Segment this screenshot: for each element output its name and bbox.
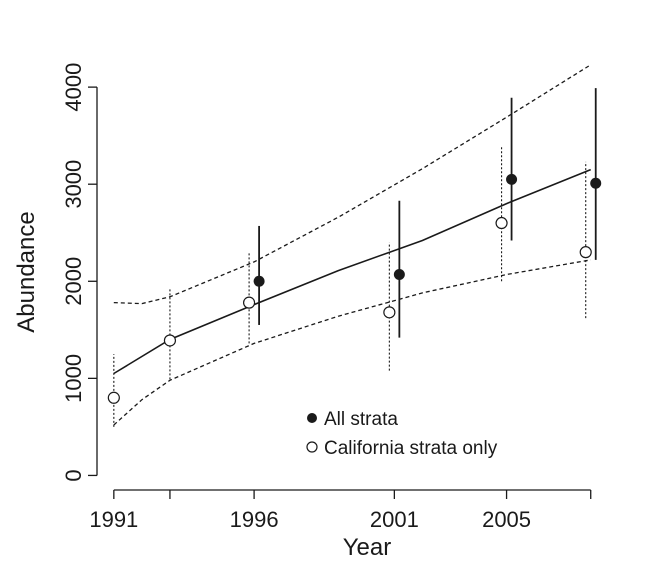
x-tick-label: 1996 bbox=[230, 507, 279, 532]
y-tick-label: 4000 bbox=[61, 63, 86, 112]
point-california-strata bbox=[579, 246, 592, 259]
point-all-strata bbox=[253, 275, 265, 287]
error-bar-layer bbox=[113, 88, 597, 427]
trend-line bbox=[113, 168, 591, 375]
lower-confidence-curve bbox=[113, 259, 591, 426]
point-california-strata bbox=[495, 216, 508, 230]
y-tick-label: 1000 bbox=[61, 354, 86, 403]
trend-layer bbox=[113, 168, 591, 375]
point-california-strata bbox=[383, 306, 396, 319]
confidence-band-layer bbox=[113, 64, 592, 426]
x-tick-label: 2001 bbox=[370, 507, 419, 532]
x-tick-label: 1991 bbox=[89, 507, 138, 532]
point-california-strata bbox=[163, 334, 177, 347]
point-all-strata bbox=[393, 268, 405, 280]
legend-marker-california-strata bbox=[306, 441, 318, 453]
legend-marker-all-strata bbox=[307, 413, 317, 423]
point-california-strata bbox=[107, 391, 120, 404]
upper-confidence-curve bbox=[113, 64, 592, 305]
point-all-strata bbox=[506, 173, 518, 185]
legend-label-all-strata: All strata bbox=[324, 409, 398, 430]
legend-label-california-strata: California strata only bbox=[324, 438, 498, 459]
point-california-strata bbox=[242, 296, 256, 309]
y-tick-label: 0 bbox=[61, 469, 86, 481]
x-axis-title: Year bbox=[343, 534, 392, 561]
y-axis-title: Abundance bbox=[13, 211, 40, 332]
y-tick-label: 2000 bbox=[61, 257, 86, 306]
x-tick-label: 2005 bbox=[482, 507, 531, 532]
ticks-layer: 0 1000 2000 3000 4000 1991 1996 2001 2005 bbox=[61, 63, 592, 532]
point-all-strata bbox=[590, 177, 602, 189]
y-tick-label: 3000 bbox=[61, 160, 86, 209]
points-layer bbox=[107, 173, 602, 404]
legend: All strata California strata only bbox=[306, 409, 498, 459]
